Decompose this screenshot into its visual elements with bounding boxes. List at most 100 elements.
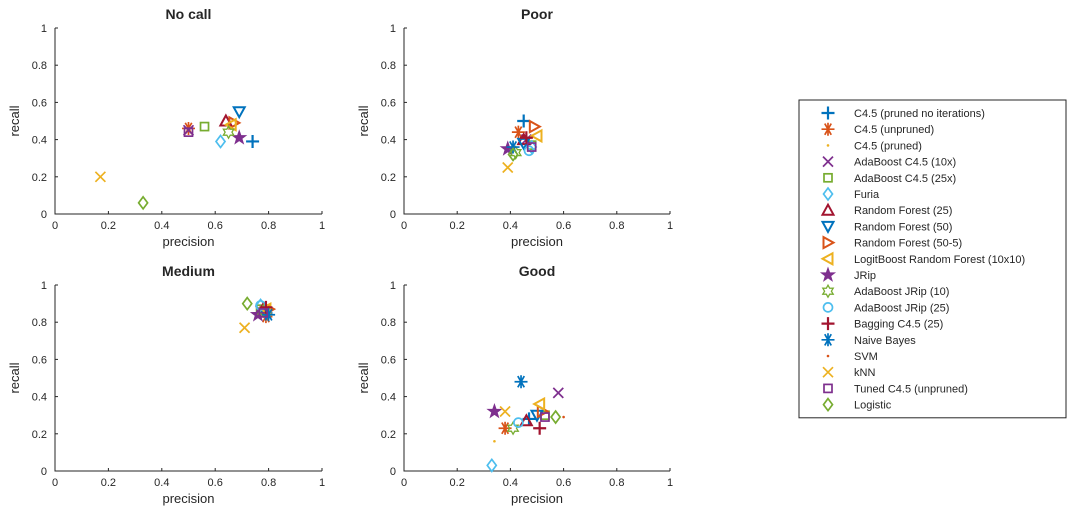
x-tick-label: 0	[52, 220, 58, 232]
x-tick-label: 0.2	[450, 477, 465, 489]
legend-label: C4.5 (unpruned)	[854, 124, 934, 136]
data-point-logitboost-random-forest-10x10	[532, 396, 546, 412]
legend: C4.5 (pruned no iterations) C4.5 (unprune…	[798, 99, 1067, 419]
data-point-random-forest-50-5	[528, 119, 542, 134]
data-point-knn	[94, 171, 106, 183]
x-tick-label: 0.8	[261, 477, 276, 489]
legend-label: Furia	[854, 189, 880, 201]
x-tick-label: 1	[319, 220, 325, 232]
x-tick-label: 1	[667, 477, 673, 489]
panel-title: Medium	[162, 263, 215, 279]
legend-marker-c4-5-pruned-no-iterations	[821, 106, 835, 120]
legend-label: Tuned C4.5 (unpruned)	[854, 383, 968, 395]
y-tick-label: 0.8	[381, 60, 396, 72]
data-point-naive-bayes	[506, 140, 520, 154]
y-tick-label: 0.6	[381, 97, 396, 109]
y-tick-label: 0.2	[381, 172, 396, 184]
legend-label: AdaBoost JRip (25)	[854, 302, 949, 314]
x-tick-label: 0	[52, 477, 58, 489]
axis-lines	[54, 28, 322, 215]
legend-marker-tuned-c4-5-unpruned	[823, 383, 833, 394]
data-point-tuned-c4-5-unpruned	[258, 308, 269, 318]
panel-title: Poor	[521, 6, 553, 22]
legend-marker-adaboost-jrip-10	[821, 283, 835, 299]
x-axis-label: precision	[511, 491, 563, 506]
legend-marker-random-forest-50-5	[822, 235, 836, 250]
legend-label: LogitBoost Random Forest (10x10)	[854, 254, 1025, 266]
x-tick-label: 0	[401, 220, 407, 232]
data-point-svm	[562, 415, 565, 419]
y-tick-label: 0.2	[32, 429, 47, 441]
y-tick-label: 0.8	[32, 317, 47, 329]
plot-panel-no-call: No call 0 0.2 0.4 0.6 0.8 1 0 0.2 0.4 0.6 0.8 1 preci…	[7, 6, 325, 249]
data-point-random-forest-25	[519, 413, 534, 427]
data-point-tuned-c4-5-unpruned	[183, 127, 194, 138]
y-tick-label: 1	[390, 23, 396, 35]
legend-marker-logitboost-random-forest-10x10	[820, 251, 834, 266]
y-tick-label: 1	[390, 280, 396, 292]
data-point-naive-bayes	[514, 375, 528, 389]
legend-label: kNN	[854, 367, 875, 379]
x-tick-label: 0.6	[208, 477, 223, 489]
y-tick-label: 0.6	[381, 354, 396, 366]
x-tick-label: 0.6	[208, 220, 223, 232]
x-tick-label: 0.8	[609, 220, 624, 232]
data-point-jrip	[231, 129, 248, 145]
data-point-furia	[214, 134, 227, 149]
data-point-knn	[238, 322, 251, 334]
data-point-adaboost-c4-5-10x	[552, 387, 564, 399]
y-tick-label: 0.2	[381, 429, 396, 441]
axis-lines	[403, 285, 670, 472]
data-point-adaboost-jrip-10	[506, 420, 520, 436]
y-axis-label: recall	[7, 362, 22, 393]
legend-marker-naive-bayes	[821, 333, 835, 347]
data-point-logistic	[241, 296, 253, 312]
legend-marker-knn	[822, 366, 834, 378]
y-axis-label: recall	[356, 105, 371, 136]
x-tick-label: 0.2	[101, 220, 116, 232]
data-point-random-forest-50	[232, 106, 247, 120]
x-tick-label: 0.4	[154, 477, 169, 489]
x-axis-label: precision	[162, 234, 214, 249]
y-tick-label: 0	[390, 466, 396, 478]
plot-panel-poor: Poor 0 0.2 0.4 0.6 0.8 1 0 0.2 0.4 0.6 0.8 1 precisio…	[356, 6, 673, 249]
data-point-knn	[499, 405, 511, 418]
y-tick-label: 0.2	[32, 172, 47, 184]
x-tick-label: 0.4	[154, 220, 169, 232]
data-point-logistic	[137, 195, 149, 211]
legend-box	[798, 99, 1067, 419]
x-tick-label: 0.4	[503, 477, 518, 489]
y-tick-label: 0.6	[32, 354, 47, 366]
legend-marker-random-forest-50	[820, 220, 836, 234]
legend-marker-c4-5-unpruned	[821, 122, 835, 136]
data-point-adaboost-jrip-10	[222, 124, 235, 140]
legend-label: AdaBoost JRip (10)	[854, 286, 949, 298]
legend-label: AdaBoost C4.5 (25x)	[854, 173, 956, 185]
data-point-c4-5-unpruned	[511, 125, 525, 139]
y-tick-label: 0.4	[381, 392, 396, 404]
data-point-logistic	[550, 409, 562, 425]
x-tick-label: 0.6	[556, 477, 571, 489]
data-point-jrip	[486, 403, 503, 419]
plot-panel-medium: Medium 0 0.2 0.4 0.6 0.8 1 0 0.2 0.4 0.6 0.8 1 precis…	[7, 263, 325, 506]
legend-label: Naive Bayes	[854, 335, 916, 347]
data-point-tuned-c4-5-unpruned	[526, 142, 537, 152]
legend-marker-adaboost-c4-5-10x	[822, 155, 834, 168]
data-point-knn	[502, 161, 514, 174]
legend-marker-random-forest-25	[820, 202, 836, 216]
legend-label: Random Forest (50-5)	[854, 238, 962, 250]
legend-marker-c4-5-pruned	[826, 144, 830, 147]
x-axis-label: precision	[162, 491, 214, 506]
y-tick-label: 0.4	[381, 135, 396, 147]
y-tick-label: 1	[41, 23, 47, 35]
x-tick-label: 1	[319, 477, 325, 489]
axis-lines	[403, 28, 670, 215]
data-point-logitboost-random-forest-10x10	[529, 128, 543, 144]
x-tick-label: 0.6	[556, 220, 571, 232]
legend-label: JRip	[854, 270, 876, 282]
x-tick-label: 0.2	[450, 220, 465, 232]
x-tick-label: 0.2	[101, 477, 116, 489]
legend-label: Random Forest (25)	[854, 205, 952, 217]
legend-label: C4.5 (pruned no iterations)	[854, 108, 985, 120]
